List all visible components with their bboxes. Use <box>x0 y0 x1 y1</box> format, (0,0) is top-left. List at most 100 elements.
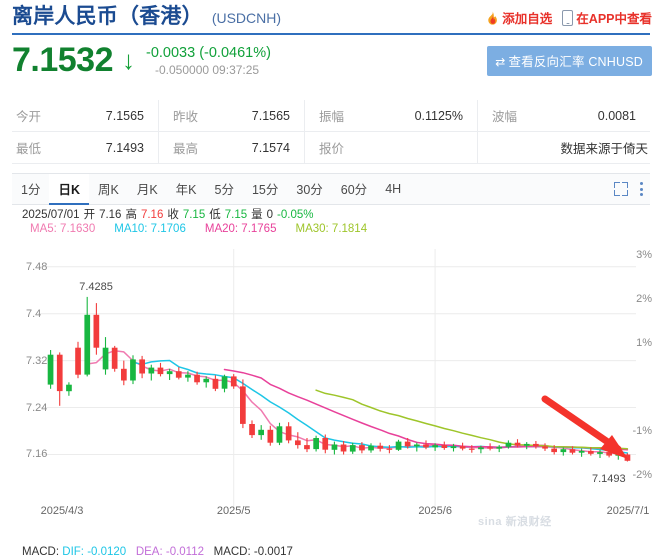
macd-dea: -0.0112 <box>165 546 205 558</box>
ma30-value: 7.1814 <box>331 223 368 235</box>
ma-legend-ma10: MA10: 7.1706 <box>114 223 186 235</box>
ma30-name: MA30 <box>295 223 326 235</box>
price-direction-arrow-icon: ↓ <box>122 45 135 75</box>
view-in-app-label: 在APP中查看 <box>576 12 652 26</box>
ma20-name: MA20 <box>204 223 235 235</box>
stat-value: 0.0081 <box>597 108 636 123</box>
stat-cell-open: 今开 7.1565 <box>12 100 158 131</box>
header-actions: 添加自选 在APP中查看 <box>486 8 652 27</box>
stat-value: 7.1574 <box>251 140 290 155</box>
macd-dea-label: DEA: <box>135 546 163 558</box>
chart-canvas <box>38 249 636 509</box>
stats-row-1: 今开 7.1565 昨收 7.1565 振幅 0.1125% 波幅 0.0081 <box>12 100 650 132</box>
y-axis-tick-right: -2% <box>632 469 652 481</box>
stat-cell-bid: 报价 <box>304 132 477 163</box>
instrument-title: 离岸人民币（香港） (USDCNH) <box>12 4 650 31</box>
last-price: 7.1532 <box>12 41 114 79</box>
y-axis-tick-right: -1% <box>632 425 652 437</box>
tab-month-k[interactable]: 月K <box>136 183 158 197</box>
ma20-value: 7.1765 <box>241 223 277 235</box>
quote-block: 7.1532 ↓ -0.0033 (-0.0461%) -0.050000 09… <box>0 34 660 96</box>
stats-row-2: 最低 7.1493 最高 7.1574 报价 数据来源于倚天 <box>12 132 650 164</box>
ohlc-volume-label: 量 <box>251 209 263 221</box>
macd-value-label: MACD: <box>213 546 251 558</box>
stat-label: 振幅 <box>319 110 345 124</box>
chart-tools <box>614 174 650 204</box>
chart-high-annotation: 7.4285 <box>79 280 113 293</box>
phone-icon <box>562 9 574 26</box>
macd-title: MACD: <box>22 546 60 558</box>
x-axis-tick: 2025/4/3 <box>40 505 84 517</box>
stats-table: 今开 7.1565 昨收 7.1565 振幅 0.1125% 波幅 0.0081… <box>12 100 650 174</box>
stat-label: 今开 <box>16 110 42 124</box>
ma-legend-ma30: MA30: 7.1814 <box>295 223 368 235</box>
tab-5min[interactable]: 5分 <box>214 183 234 197</box>
x-axis-tick: 2025/7/1 <box>606 505 650 517</box>
tab-15min[interactable]: 15分 <box>251 183 279 197</box>
macd-dif: -0.0120 <box>87 546 127 558</box>
add-watchlist-button[interactable]: 添加自选 <box>486 8 552 27</box>
stat-cell-low: 最低 7.1493 <box>12 132 158 163</box>
flame-icon <box>486 10 499 25</box>
y-axis-tick-left: 7.4 <box>26 307 42 320</box>
red-arrow-annotation <box>541 395 628 459</box>
ohlc-close: 7.15 <box>182 209 206 221</box>
stats-bottom-divider <box>12 173 650 174</box>
stat-cell-prev-close: 昨收 7.1565 <box>158 100 304 131</box>
page-title: 离岸人民币（香港） <box>12 5 203 28</box>
candlestick-chart[interactable]: sina 新浪财经 7.48 7.4 7.32 7.24 7.16 3% 2% 1% -1% -2… <box>0 237 660 528</box>
macd-value: -0.0017 <box>253 546 293 558</box>
y-axis-tick-right: 1% <box>636 337 652 349</box>
stat-cell-amplitude: 振幅 0.1125% <box>304 100 477 131</box>
price-change-sub: -0.050000 09:37:25 <box>155 63 260 77</box>
ma-legend-ma20: MA20: 7.1765 <box>204 223 277 235</box>
y-axis-tick-left: 7.16 <box>26 448 48 461</box>
ma5-value: 7.1630 <box>60 223 96 235</box>
instrument-code: (USDCNH) <box>211 10 282 26</box>
tab-4h[interactable]: 4H <box>385 181 402 196</box>
ma-legend-ma5: MA5: 7.1630 <box>30 223 96 235</box>
stat-label: 昨收 <box>173 110 199 124</box>
ohlc-high-label: 高 <box>125 209 137 221</box>
y-axis-tick-right: 2% <box>636 293 652 305</box>
stat-cell-source: 数据来源于倚天 <box>477 132 650 163</box>
ohlc-change-pct: -0.05% <box>277 209 314 221</box>
reverse-rate-button[interactable]: ⇄ 查看反向汇率 CNHUSD <box>487 46 652 76</box>
period-tabbar: 1分 日K 周K 月K 年K 5分 15分 30分 60分 4H <box>12 174 650 205</box>
header-divider <box>12 33 650 35</box>
page-header: 离岸人民币（香港） (USDCNH) 添加自选 在APP中查看 <box>0 0 660 35</box>
tab-60min[interactable]: 60分 <box>340 183 368 197</box>
tab-week-k[interactable]: 周K <box>97 183 119 197</box>
macd-readout: MACD: DIF: -0.0120 DEA: -0.0112 MACD: -0… <box>22 545 293 559</box>
ohlc-date: 2025/07/01 <box>22 209 80 221</box>
view-in-app-button[interactable]: 在APP中查看 <box>562 8 652 27</box>
tab-year-k[interactable]: 年K <box>175 183 197 197</box>
ma-legend: MA5: 7.1630 MA10: 7.1706 MA20: 7.1765 MA30:… <box>0 222 660 237</box>
stat-value: 7.1493 <box>105 140 144 155</box>
x-axis-tick: 2025/5 <box>216 505 251 517</box>
y-axis-tick-right: 3% <box>636 249 652 261</box>
tab-day-k[interactable]: 日K <box>49 174 89 205</box>
ohlc-open: 7.16 <box>99 209 122 221</box>
y-axis-tick-left: 7.32 <box>26 354 48 367</box>
stat-value: 7.1565 <box>105 108 144 123</box>
stat-cell-range: 波幅 0.0081 <box>477 100 650 131</box>
chart-last-price-annotation: 7.1493 <box>592 472 626 485</box>
reverse-rate-label: 查看反向汇率 CNHUSD <box>508 55 643 69</box>
stat-value: 7.1565 <box>251 108 290 123</box>
stat-label: 最低 <box>16 142 42 156</box>
add-watchlist-label: 添加自选 <box>502 12 553 26</box>
more-vertical-icon[interactable] <box>640 182 644 196</box>
chart-ohlc-readout: 2025/07/01 开 7.16 高 7.16 收 7.15 低 7.15 量 0 -0.05% <box>0 205 660 222</box>
price-change-group: -0.0033 (-0.0461%) -0.050000 09:37:25 <box>146 44 271 78</box>
fullscreen-icon[interactable] <box>614 182 628 196</box>
ohlc-close-label: 收 <box>167 209 179 221</box>
tab-30min[interactable]: 30分 <box>296 183 323 197</box>
ohlc-high: 7.16 <box>140 209 164 221</box>
stat-value: 0.1125% <box>414 108 463 123</box>
ma10-name: MA10 <box>114 223 145 235</box>
macd-dif-label: DIF: <box>62 546 84 558</box>
tab-1min[interactable]: 1分 <box>21 183 41 197</box>
ohlc-low-label: 低 <box>209 209 221 221</box>
